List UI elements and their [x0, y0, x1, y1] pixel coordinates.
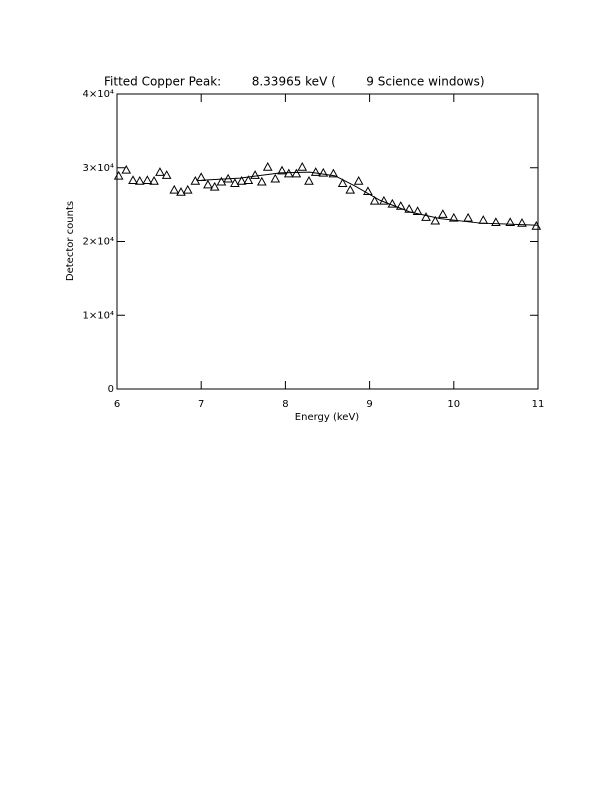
data-point	[421, 212, 431, 221]
data-point	[430, 215, 441, 225]
data-point	[155, 167, 165, 176]
y-axis-label: Detector counts	[65, 201, 76, 281]
data-point	[203, 179, 213, 189]
x-tick-label: 10	[447, 399, 460, 410]
data-point	[448, 212, 459, 222]
x-tick-label: 8	[282, 399, 288, 410]
data-point	[113, 170, 124, 180]
data-point	[277, 165, 287, 175]
data-point	[353, 175, 364, 185]
chart-title: Fitted Copper Peak: 8.33965 keV ( 9 Scie…	[104, 75, 485, 89]
data-point	[216, 176, 227, 186]
data-point	[363, 186, 373, 196]
data-point	[369, 195, 380, 205]
data-point	[230, 178, 240, 187]
data-point	[412, 206, 423, 215]
y-tick-label: 2×10⁴	[83, 237, 114, 248]
data-point	[297, 161, 308, 171]
data-point	[505, 217, 516, 227]
data-point	[196, 172, 207, 182]
data-point	[491, 217, 501, 227]
data-point	[262, 161, 273, 171]
data-point	[345, 184, 356, 194]
data-point	[176, 187, 186, 196]
data-point	[250, 170, 260, 179]
data-point	[291, 168, 302, 178]
data-point	[328, 168, 339, 178]
data-point	[128, 175, 138, 184]
data-point	[310, 167, 321, 176]
data-point	[337, 178, 348, 187]
data-point	[270, 173, 281, 183]
data-point	[517, 218, 527, 227]
data-point	[236, 175, 247, 185]
data-point	[134, 175, 145, 185]
x-tick-label: 7	[198, 399, 204, 410]
x-axis-label: Energy (keV)	[295, 412, 360, 423]
data-point	[209, 181, 220, 191]
data-point	[395, 201, 406, 210]
y-tick-label: 1×10⁴	[83, 310, 114, 321]
data-point	[318, 167, 329, 177]
data-point	[142, 175, 153, 184]
data-point	[304, 175, 314, 185]
data-point	[243, 175, 254, 184]
data-point	[121, 164, 132, 174]
data-point	[169, 184, 180, 194]
x-tick-label: 9	[366, 399, 372, 410]
data-point	[463, 212, 473, 222]
data-point	[438, 209, 448, 218]
y-tick-label: 0	[108, 384, 114, 395]
data-point	[387, 198, 398, 208]
data-point	[161, 170, 172, 179]
data-point	[182, 184, 193, 194]
data-point	[256, 176, 267, 186]
x-tick-label: 6	[114, 399, 120, 410]
data-point	[404, 204, 415, 213]
fit-line	[201, 171, 539, 226]
y-tick-label: 4×10⁴	[83, 89, 114, 100]
data-point	[149, 175, 159, 185]
y-tick-label: 3×10⁴	[83, 163, 114, 174]
x-tick-label: 11	[532, 399, 545, 410]
